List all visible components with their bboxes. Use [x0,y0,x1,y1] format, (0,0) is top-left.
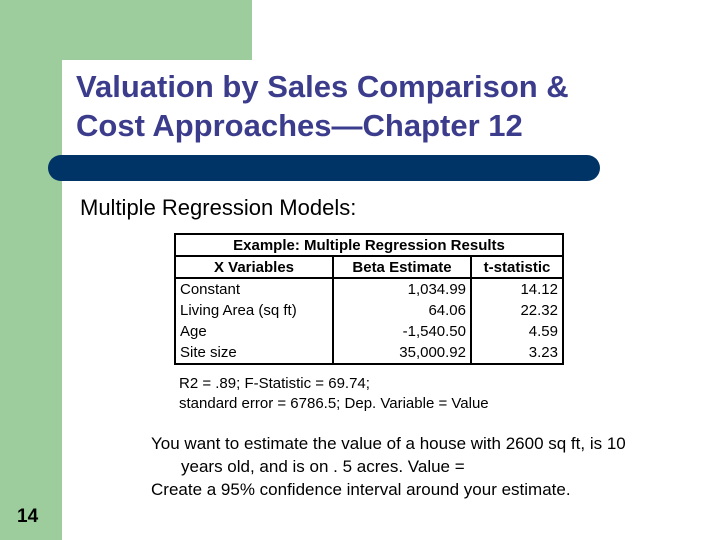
prompt-line-1: You want to estimate the value of a hous… [151,434,626,453]
column-header-beta: Beta Estimate [332,255,472,279]
slide-title: Valuation by Sales Comparison & Cost App… [76,67,676,145]
title-line-1: Valuation by Sales Comparison & [76,69,569,104]
stats-line-2: standard error = 6786.5; Dep. Variable =… [179,395,489,412]
beta-cell: 35,000.92 [332,342,472,365]
beta-cell: 1,034.99 [332,278,472,300]
slide-subtitle: Multiple Regression Models: [80,195,357,220]
regression-stats: R2 = .89; F-Statistic = 69.74; standard … [179,374,489,414]
variable-cell: Constant [174,278,334,300]
title-divider-bar [48,155,600,181]
t-stat-cell: 14.12 [470,278,564,300]
variable-cell: Site size [174,342,334,365]
beta-cell: 64.06 [332,300,472,321]
prompt-line-3: Create a 95% confidence interval around … [151,480,571,499]
table-caption: Example: Multiple Regression Results [174,233,564,257]
left-green-sidebar [0,0,62,540]
variable-cell: Living Area (sq ft) [174,300,334,321]
table-row: Living Area (sq ft) 64.06 22.32 [174,300,564,321]
beta-cell: -1,540.50 [332,321,472,342]
column-header-variables: X Variables [174,255,334,279]
title-line-2: Cost Approaches—Chapter 12 [76,108,523,143]
t-stat-cell: 4.59 [470,321,564,342]
table-header-row: X Variables Beta Estimate t-statistic [174,255,564,279]
t-stat-cell: 22.32 [470,300,564,321]
stats-line-1: R2 = .89; F-Statistic = 69.74; [179,375,370,392]
table-row: Age -1,540.50 4.59 [174,321,564,342]
exercise-prompt: You want to estimate the value of a hous… [151,432,715,501]
table-row: Site size 35,000.92 3.23 [174,342,564,365]
prompt-line-2: years old, and is on . 5 acres. Value = [181,457,465,476]
table-caption-row: Example: Multiple Regression Results [174,233,564,257]
top-green-block [62,0,252,60]
regression-results-table: Example: Multiple Regression Results X V… [174,233,564,365]
column-header-t-statistic: t-statistic [470,255,564,279]
page-number: 14 [17,506,39,527]
t-stat-cell: 3.23 [470,342,564,365]
table-row: Constant 1,034.99 14.12 [174,278,564,300]
variable-cell: Age [174,321,334,342]
